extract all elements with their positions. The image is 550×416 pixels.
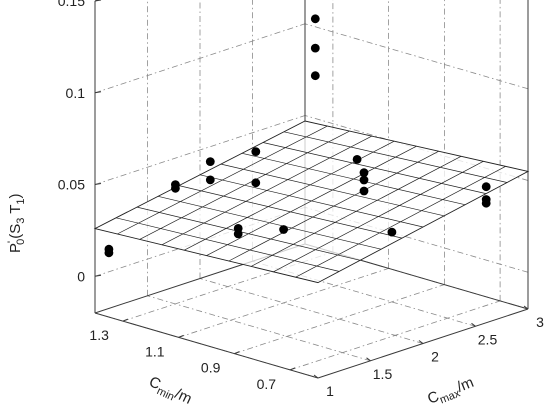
floor-gridline (122, 251, 334, 322)
x-tick-mark (366, 357, 371, 362)
floor-gridline (234, 284, 445, 354)
z-tick-mark (94, 274, 102, 277)
back-wall-gridline (94, 23, 306, 94)
y-tick-mark (234, 351, 240, 355)
right-wall-gridline (304, 115, 529, 181)
y-tick-mark (289, 367, 296, 371)
x-tick-label: 3 (536, 314, 544, 330)
y-axis-label: Cmin/m (145, 373, 194, 410)
fit-surface-meshline (161, 135, 373, 246)
data-point (310, 71, 320, 81)
data-point (359, 186, 369, 196)
data-point (310, 43, 320, 53)
z-tick-mark (94, 0, 102, 2)
fit-surface-meshline (228, 150, 439, 262)
z-axis-ticks: 0 0.05 0.1 0.15 (58, 0, 102, 284)
fit-surface (93, 120, 530, 284)
fit-surface-face (93, 120, 530, 284)
x-tick-mark (418, 340, 424, 344)
y-tick-mark (122, 318, 129, 322)
y-tick-label: 1.3 (89, 327, 109, 343)
y-tick-label: 1.1 (145, 343, 165, 359)
data-point (481, 182, 491, 192)
data-point (279, 225, 288, 234)
z-tick-label: 0.1 (66, 85, 86, 101)
fit-surface-meshline (250, 155, 462, 267)
data-point (359, 168, 369, 178)
data-point (233, 229, 243, 239)
back-wall-gridline (94, 115, 306, 185)
x-axis-label: Cmax/m (425, 374, 477, 411)
x-tick-mark (471, 322, 476, 327)
data-point (352, 155, 362, 164)
data-point (310, 14, 320, 24)
fit-surface-meshline (117, 125, 328, 235)
y-axis-ticks: 0.7 0.9 1.1 1.3 (89, 318, 296, 392)
x-tick-label: 1.5 (373, 366, 393, 382)
data-point (251, 178, 261, 188)
y-tick-label: 0.9 (201, 360, 221, 376)
fit-surface-meshline (295, 165, 506, 278)
z-tick-label: 0.05 (58, 177, 85, 193)
x-tick-mark (523, 305, 529, 310)
z-tick-mark (94, 183, 102, 185)
data-point (171, 183, 180, 193)
floor-gridline (289, 300, 501, 371)
y-tick-label: 0.7 (257, 376, 277, 392)
back-wall-gridline (94, 0, 100, 2)
data-point (359, 175, 369, 185)
fit-surface-meshline (273, 160, 484, 273)
data-point (104, 248, 114, 258)
box-edge (94, 312, 319, 379)
fit-surface-meshline (206, 145, 417, 256)
x-tick-label: 1 (326, 383, 334, 399)
z-tick-mark (94, 91, 102, 94)
box-edge (94, 0, 100, 2)
z-tick-label: 0 (77, 268, 85, 284)
right-wall-gridline (304, 23, 529, 90)
x-tick-label: 2 (431, 349, 439, 365)
floor-gridline (199, 278, 424, 344)
data-point (205, 157, 215, 167)
x-tick-label: 2.5 (478, 331, 498, 347)
z-tick-label: 0.15 (58, 0, 85, 9)
data-point (387, 227, 397, 237)
floor-gridline (147, 295, 371, 362)
x-tick-mark (313, 374, 319, 379)
data-points (104, 14, 491, 258)
x-axis-ticks: 1 1.5 2 2.5 3 (313, 305, 544, 399)
fit-surface-meshline (139, 130, 350, 240)
y-tick-mark (178, 334, 184, 338)
data-point (251, 147, 261, 157)
floor-gridline (178, 268, 389, 338)
data-point (481, 198, 491, 208)
z-axis-label: P'0(S3 T1) (6, 193, 27, 253)
data-point (205, 175, 215, 185)
